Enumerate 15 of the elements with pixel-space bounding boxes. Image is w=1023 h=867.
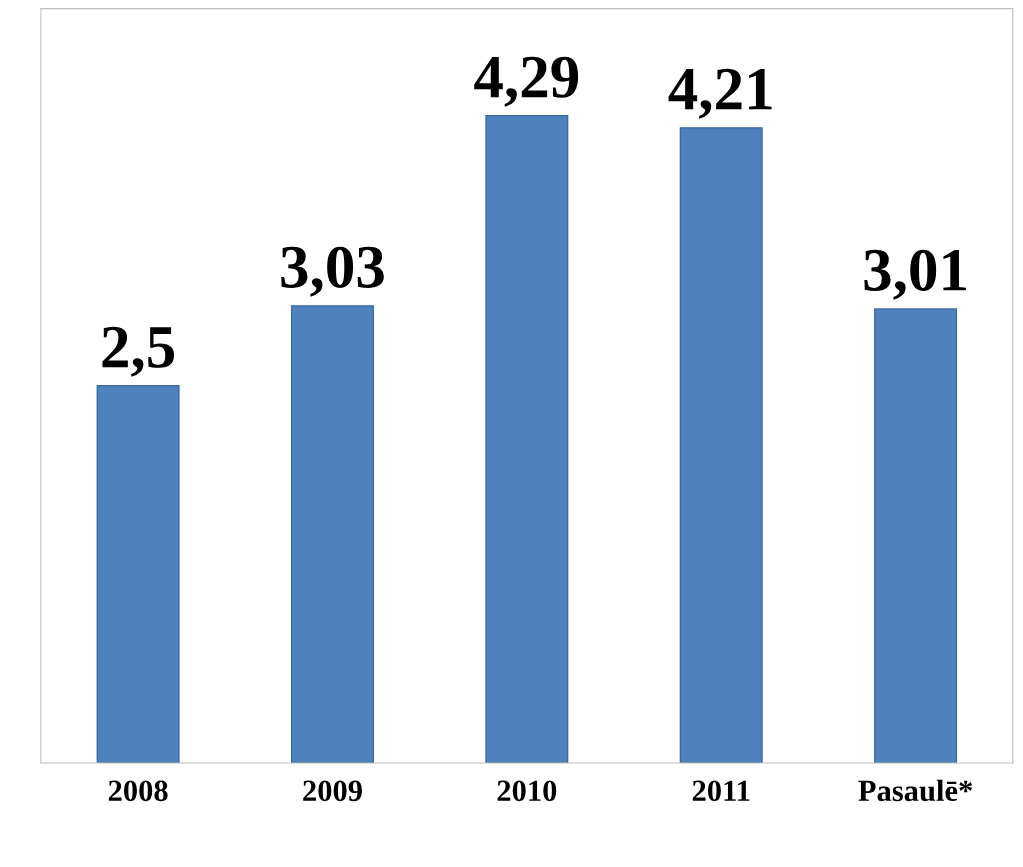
bar bbox=[874, 308, 958, 763]
x-tick-label: 2008 bbox=[108, 780, 168, 802]
bar bbox=[290, 305, 374, 763]
data-label: 3,01 bbox=[864, 249, 966, 300]
bar bbox=[485, 115, 569, 763]
data-label: 3,03 bbox=[281, 246, 384, 297]
data-label: 4,29 bbox=[474, 56, 579, 107]
data-label: 4,21 bbox=[668, 68, 772, 119]
bar bbox=[679, 127, 763, 763]
x-tick-label: 2011 bbox=[692, 780, 750, 802]
x-tick-label: 2010 bbox=[497, 780, 557, 802]
bar bbox=[96, 385, 180, 763]
data-label: 2,5 bbox=[102, 326, 175, 377]
x-tick-label: Pasaulē* bbox=[858, 779, 973, 802]
x-tick-label: 2009 bbox=[303, 780, 362, 802]
